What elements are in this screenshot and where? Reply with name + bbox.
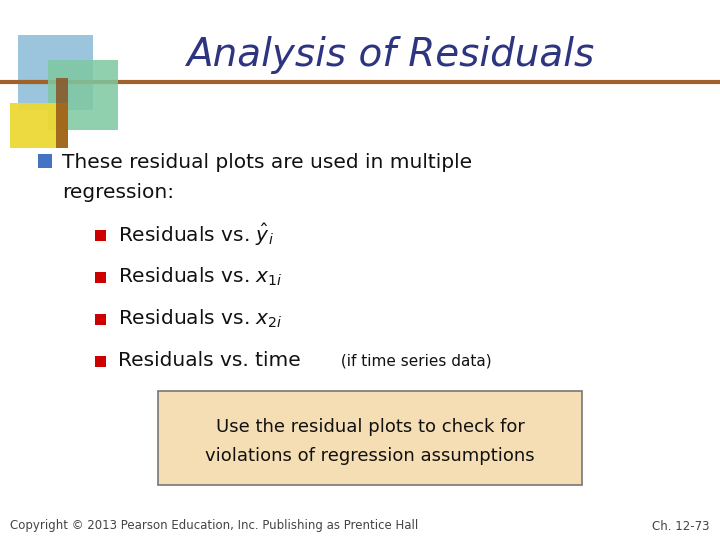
Text: These residual plots are used in multiple: These residual plots are used in multipl… — [62, 153, 472, 172]
Text: Residuals vs. time: Residuals vs. time — [118, 352, 301, 370]
Text: Residuals vs. $x_{2i}$: Residuals vs. $x_{2i}$ — [118, 308, 283, 330]
Bar — [10, 103, 68, 148]
Text: Analysis of Residuals: Analysis of Residuals — [186, 36, 594, 74]
Bar — [95, 314, 106, 325]
Bar — [38, 154, 52, 168]
Text: Copyright © 2013 Pearson Education, Inc. Publishing as Prentice Hall: Copyright © 2013 Pearson Education, Inc.… — [10, 519, 418, 532]
Bar — [56, 78, 68, 148]
Bar — [95, 230, 106, 241]
Text: violations of regression assumptions: violations of regression assumptions — [205, 447, 535, 465]
Bar — [95, 272, 106, 283]
Text: regression:: regression: — [62, 183, 174, 201]
FancyBboxPatch shape — [158, 391, 582, 485]
Text: Residuals vs. $\hat{y}_i$: Residuals vs. $\hat{y}_i$ — [118, 222, 274, 248]
Bar — [95, 356, 106, 367]
Bar — [48, 60, 118, 130]
Text: (if time series data): (if time series data) — [336, 354, 492, 368]
Bar — [18, 35, 93, 110]
Text: Use the residual plots to check for: Use the residual plots to check for — [215, 418, 524, 436]
Text: Residuals vs. $x_{1i}$: Residuals vs. $x_{1i}$ — [118, 266, 283, 288]
Text: Ch. 12-73: Ch. 12-73 — [652, 519, 710, 532]
